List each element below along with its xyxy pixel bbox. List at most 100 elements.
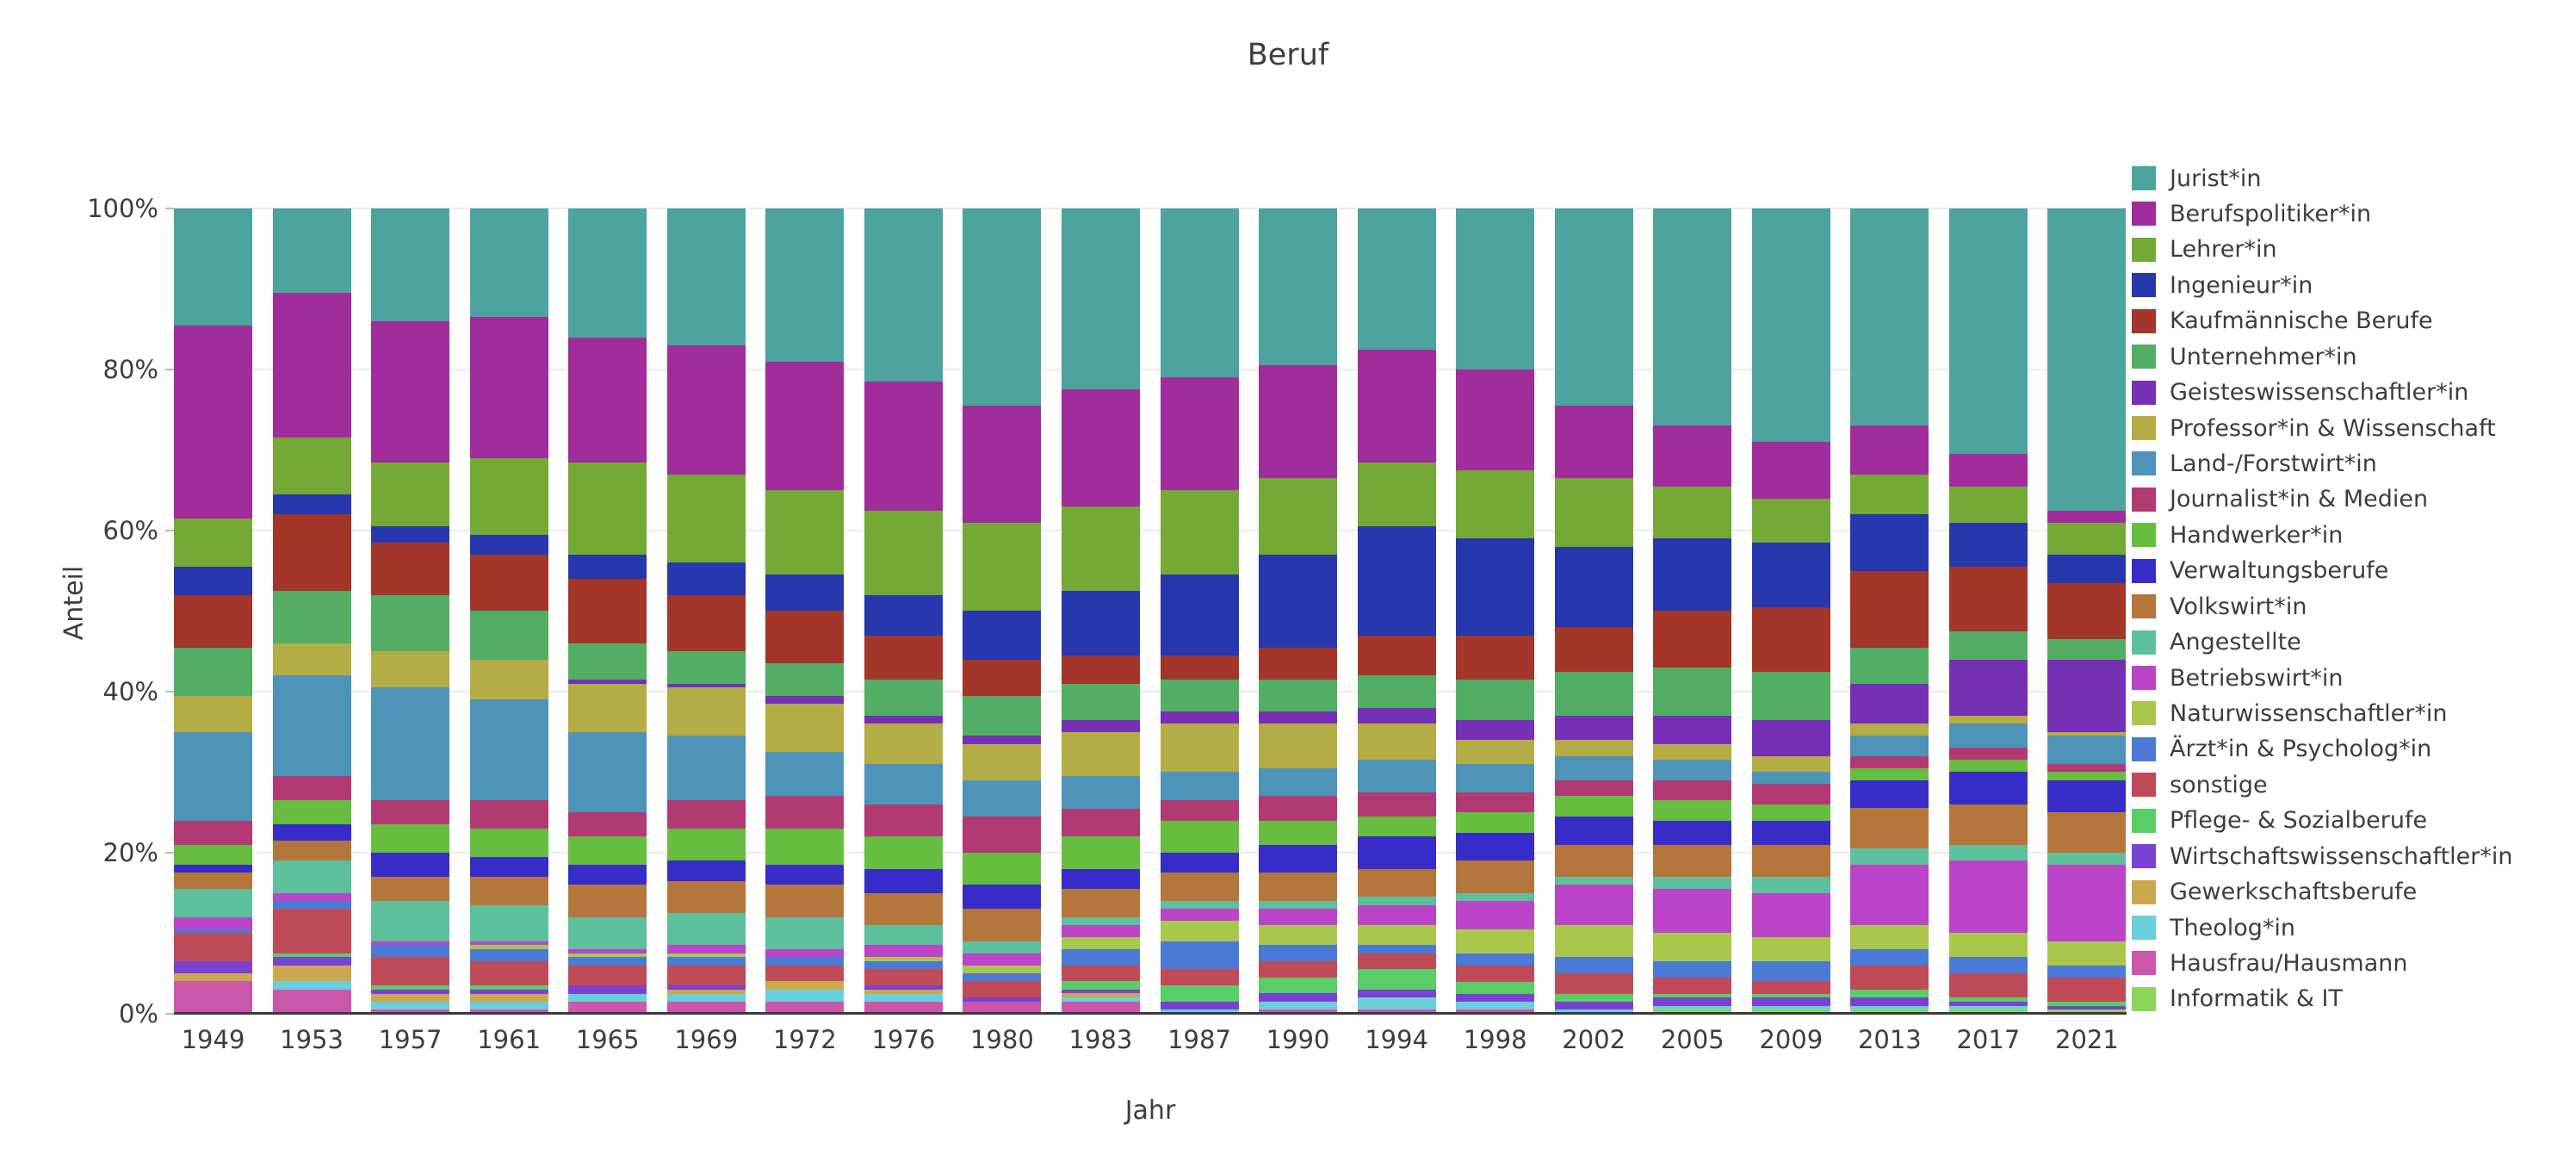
bar-segment[interactable]	[1259, 844, 1338, 873]
bar-segment[interactable]	[963, 736, 1042, 744]
bar-segment[interactable]	[371, 989, 450, 994]
bar-segment[interactable]	[666, 651, 746, 684]
bar-segment[interactable]	[963, 659, 1042, 696]
bar-segment[interactable]	[2047, 852, 2127, 865]
bar-segment[interactable]	[371, 651, 450, 688]
bar-segment[interactable]	[174, 873, 252, 889]
bar-segment[interactable]	[371, 1001, 450, 1010]
bar-segment[interactable]	[1653, 800, 1732, 821]
bar-segment[interactable]	[1948, 760, 2028, 773]
bar-segment[interactable]	[2047, 736, 2127, 765]
bar-segment[interactable]	[1751, 820, 1830, 845]
bar-segment[interactable]	[1751, 1005, 1830, 1010]
bar-segment[interactable]	[568, 683, 647, 732]
bar-segment[interactable]	[1948, 772, 2028, 804]
bar-segment[interactable]	[1160, 820, 1239, 853]
bar-segment[interactable]	[469, 534, 548, 556]
bar-segment[interactable]	[1259, 365, 1338, 479]
bar-segment[interactable]	[1554, 885, 1633, 926]
bar-segment[interactable]	[174, 647, 252, 696]
bar-segment[interactable]	[2047, 779, 2127, 813]
bar-segment[interactable]	[2047, 208, 2127, 511]
bar-segment[interactable]	[272, 892, 351, 902]
bar-segment[interactable]	[1259, 679, 1338, 712]
bar-segment[interactable]	[1061, 868, 1140, 889]
bar-segment[interactable]	[174, 961, 252, 974]
bar-segment[interactable]	[1259, 909, 1338, 926]
bar-segment[interactable]	[1061, 925, 1140, 938]
bar-segment[interactable]	[272, 901, 351, 910]
bar-segment[interactable]	[765, 361, 845, 491]
bar-segment[interactable]	[1160, 901, 1239, 910]
bar-segment[interactable]	[666, 474, 746, 563]
bar-segment[interactable]	[1850, 425, 1929, 475]
bar-segment[interactable]	[272, 981, 351, 990]
bar-segment[interactable]	[2047, 555, 2127, 583]
bar-segment[interactable]	[963, 779, 1042, 817]
bar-segment[interactable]	[1061, 981, 1140, 990]
bar-segment[interactable]	[1554, 546, 1633, 628]
bar-segment[interactable]	[469, 856, 548, 877]
bar-segment[interactable]	[2047, 977, 2127, 1002]
bar-segment[interactable]	[1653, 716, 1732, 744]
bar-segment[interactable]	[469, 877, 548, 905]
bar-segment[interactable]	[174, 981, 252, 1014]
bar-segment[interactable]	[666, 957, 746, 966]
bar-segment[interactable]	[1456, 635, 1535, 680]
bar-segment[interactable]	[1259, 796, 1338, 821]
bar-segment[interactable]	[1357, 945, 1436, 953]
bar-segment[interactable]	[272, 776, 351, 801]
bar-segment[interactable]	[1554, 973, 1633, 994]
bar-segment[interactable]	[568, 579, 647, 643]
bar-segment[interactable]	[1850, 989, 1929, 998]
bar-segment[interactable]	[666, 345, 746, 475]
bar-segment[interactable]	[2047, 659, 2127, 732]
bar-segment[interactable]	[666, 953, 746, 958]
bar-segment[interactable]	[1160, 909, 1239, 922]
bar-segment[interactable]	[1653, 977, 1732, 994]
bar-segment[interactable]	[1751, 876, 1830, 893]
bar-segment[interactable]	[1850, 514, 1929, 571]
bar-segment[interactable]	[1653, 933, 1732, 962]
bar-segment[interactable]	[1653, 760, 1732, 780]
bar-segment[interactable]	[1554, 1001, 1633, 1010]
legend-item[interactable]: Naturwissenschaftler*in	[2132, 700, 2448, 727]
bar-segment[interactable]	[1357, 897, 1436, 905]
bar-segment[interactable]	[568, 1001, 647, 1014]
bar-segment[interactable]	[272, 514, 351, 592]
bar-segment[interactable]	[1259, 820, 1338, 845]
legend-item[interactable]: Lehrer*in	[2132, 236, 2277, 263]
bar-segment[interactable]	[963, 981, 1042, 998]
bar-segment[interactable]	[864, 724, 943, 765]
bar-segment[interactable]	[963, 852, 1042, 885]
legend-item[interactable]: Angestellte	[2132, 629, 2301, 655]
bar-segment[interactable]	[1061, 836, 1140, 869]
bar-segment[interactable]	[1160, 490, 1239, 575]
bar-segment[interactable]	[864, 961, 943, 970]
bar-segment[interactable]	[864, 382, 943, 511]
bar-segment[interactable]	[666, 860, 746, 881]
bar-segment[interactable]	[864, 594, 943, 636]
legend-item[interactable]: Verwaltungsberufe	[2132, 557, 2388, 584]
bar-segment[interactable]	[666, 965, 746, 986]
bar-segment[interactable]	[371, 462, 450, 527]
bar-segment[interactable]	[765, 663, 845, 696]
bar-segment[interactable]	[1259, 724, 1338, 768]
bar-segment[interactable]	[1357, 724, 1436, 761]
bar-segment[interactable]	[1653, 779, 1732, 801]
bar-segment[interactable]	[272, 208, 351, 294]
bar-segment[interactable]	[469, 993, 548, 1002]
bar-segment[interactable]	[963, 965, 1042, 974]
bar-segment[interactable]	[765, 796, 845, 829]
bar-segment[interactable]	[963, 611, 1042, 660]
bar-segment[interactable]	[1357, 349, 1436, 463]
bar-segment[interactable]	[1456, 832, 1535, 861]
bar-segment[interactable]	[1751, 784, 1830, 804]
bar-segment[interactable]	[568, 949, 647, 953]
bar-segment[interactable]	[1554, 755, 1633, 780]
bar-segment[interactable]	[1948, 804, 2028, 845]
bar-segment[interactable]	[1653, 1005, 1732, 1010]
bar-segment[interactable]	[1456, 719, 1535, 741]
bar-segment[interactable]	[666, 208, 746, 345]
bar-segment[interactable]	[1653, 538, 1732, 612]
